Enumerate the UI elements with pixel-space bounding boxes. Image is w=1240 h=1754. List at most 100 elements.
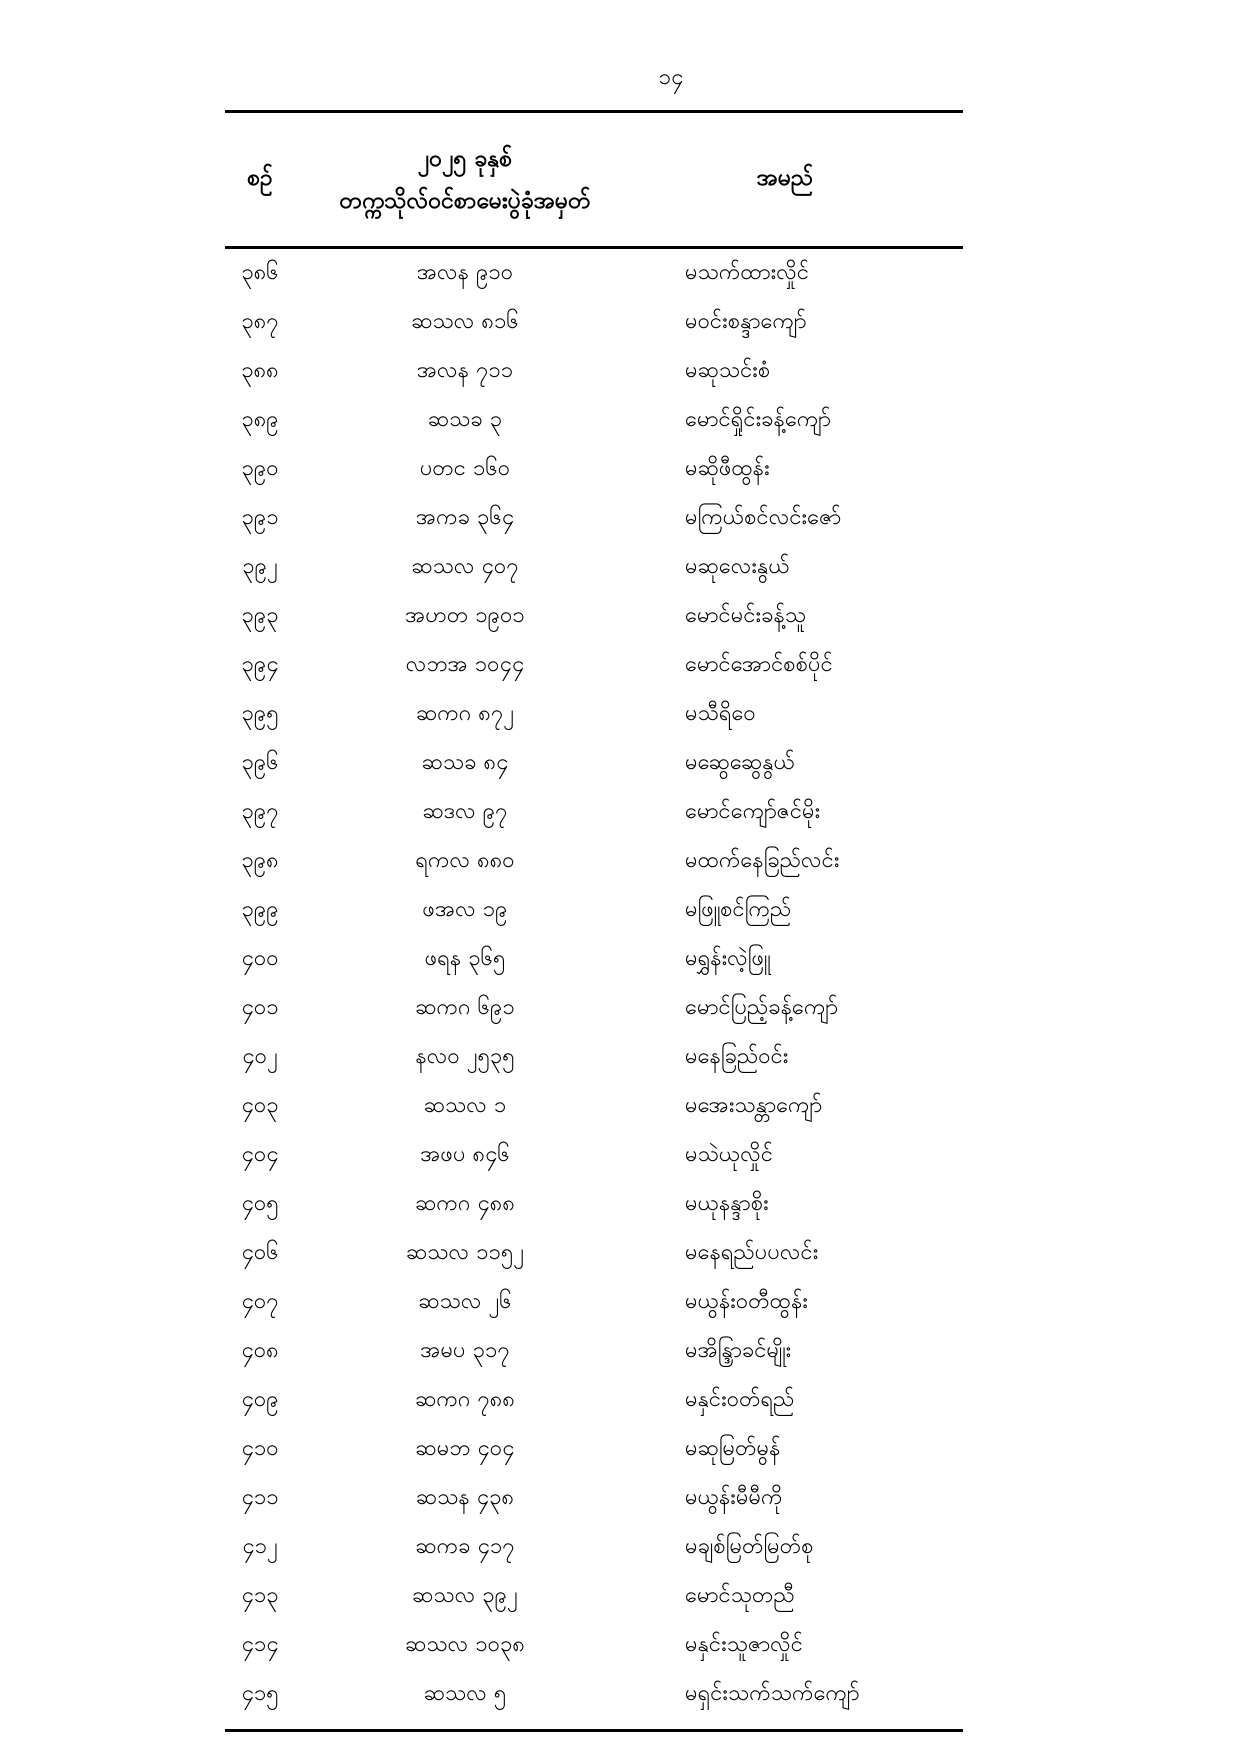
- roll-number-cell: အလန ၇၁၁: [416, 358, 514, 383]
- roll-number-cell: လဘအ ၁၀၄၄: [405, 652, 525, 677]
- table-row: ၄၀၄ အဖပ ၈၄၆ မသဲယုလှိုင်: [225, 1131, 963, 1180]
- serial-cell: ၄၀၆: [241, 1240, 279, 1265]
- table-row: ၃၉၀ ပတင ၁၆၀ မဆိုဖီထွန်း: [225, 445, 963, 494]
- serial-cell: ၄၀၉: [241, 1387, 279, 1412]
- page-number: ၁၄: [658, 65, 684, 90]
- table-row: ၄၀၇ ဆသလ ၂၆ မယွန်းဝတီထွန်း: [225, 1278, 963, 1327]
- serial-cell: ၃၈၇: [241, 309, 279, 334]
- table-row: ၄၀၅ ဆကဂ ၄၈၈ မယုနန္ဒာစိုး: [225, 1180, 963, 1229]
- roll-number-cell: အဟတ ၁၉၀၁: [405, 603, 525, 628]
- serial-cell: ၃၉၁: [241, 505, 279, 530]
- table-row: ၃၉၉ ဖအလ ၁၉ မဖြူစင်ကြည်: [225, 886, 963, 935]
- table-row: ၃၈၉ ဆသခ ၃ မောင်ရှိုင်းခန့်ကျော်: [225, 396, 963, 445]
- name-cell: မောင်ပြည့်ခန့်ကျော်: [685, 995, 839, 1020]
- serial-cell: ၃၉၀: [241, 456, 279, 481]
- name-cell: မဆိုဖီထွန်း: [685, 456, 770, 481]
- table-row: ၄၁၁ ဆသန ၄၃၈ မယွန်းမီမီကို: [225, 1474, 963, 1523]
- table-row: ၃၈၈ အလန ၇၁၁ မဆုသင်းစံ: [225, 347, 963, 396]
- column-header-roll-year: ၂၀၂၅ ခုနှစ်: [417, 145, 513, 172]
- serial-cell: ၄၀၇: [241, 1289, 279, 1314]
- name-cell: မရွှန်းလဲ့ဖြူ: [685, 946, 771, 971]
- table-row: ၃၉၃ အဟတ ၁၉၀၁ မောင်မင်းခန့်သူ: [225, 592, 963, 641]
- roll-number-cell: ဆဒလ ၉၇: [422, 799, 508, 824]
- column-header-serial: စဉ်: [247, 164, 273, 191]
- serial-cell: ၃၉၅: [241, 701, 279, 726]
- serial-cell: ၄၁၃: [241, 1583, 279, 1608]
- roll-number-cell: ဆသလ ၅: [423, 1681, 507, 1706]
- table-row: ၄၁၀ ဆမဘ ၄၀၄ မဆုမြတ်မွန်: [225, 1425, 963, 1474]
- roll-number-cell: ဖရန ၃၆၅: [424, 946, 506, 971]
- name-cell: မယုနန္ဒာစိုး: [685, 1191, 769, 1216]
- serial-cell: ၄၁၁: [241, 1485, 279, 1510]
- roll-number-cell: ပတင ၁၆၀: [419, 456, 511, 481]
- name-cell: မသဲယုလှိုင်: [685, 1142, 774, 1167]
- serial-cell: ၃၉၆: [241, 750, 279, 775]
- roll-number-cell: ဆကဂ ၈၇၂: [415, 701, 515, 726]
- serial-cell: ၄၀၃: [241, 1093, 279, 1118]
- serial-cell: ၃၈၈: [241, 358, 279, 383]
- column-header-roll: ၂၀၂၅ ခုနှစ် တက္ကသိုလ်ဝင်စာမေးပွဲခုံအမှတ်: [295, 113, 635, 246]
- table-row: ၄၀၈ အမပ ၃၁၇ မအိန္ဒြာခင်မျိုး: [225, 1327, 963, 1376]
- name-cell: မနှင်းသူဇာလှိုင်: [685, 1632, 803, 1657]
- table-row: ၃၉၂ ဆသလ ၄၀၇ မဆုလေးနွယ်: [225, 543, 963, 592]
- roll-number-cell: ဆကဂ ၇၈၈: [415, 1387, 515, 1412]
- serial-cell: ၄၀၀: [241, 946, 279, 971]
- name-cell: မဆုသင်းစံ: [685, 358, 771, 383]
- name-cell: မနေခြည်ဝင်း: [685, 1044, 789, 1069]
- name-cell: မယွန်းမီမီကို: [685, 1485, 783, 1510]
- roll-number-cell: ဆသလ ၁: [423, 1093, 507, 1118]
- name-cell: မချစ်မြတ်မြတ်စု: [685, 1534, 814, 1559]
- name-cell: မဝင်းစန္ဒာကျော်: [685, 309, 807, 334]
- table-row: ၃၉၈ ရကလ ၈၈၀ မထက်နေခြည်လင်း: [225, 837, 963, 886]
- name-cell: မရှင်းသက်သက်ကျော်: [685, 1681, 860, 1706]
- name-cell: မကြယ်စင်လင်းဇော်: [685, 505, 842, 530]
- roll-number-cell: ဆသလ ၂၆: [418, 1289, 512, 1314]
- table-row: ၄၁၄ ဆသလ ၁၀၃၈ မနှင်းသူဇာလှိုင်: [225, 1621, 963, 1670]
- name-cell: မနေရည်ပပလင်း: [685, 1240, 819, 1265]
- table-row: ၄၀၉ ဆကဂ ၇၈၈ မနှင်းဝတ်ရည်: [225, 1376, 963, 1425]
- table-row: ၄၀၃ ဆသလ ၁ မအေးသန္တာကျော်: [225, 1082, 963, 1131]
- name-cell: မဆုမြတ်မွန်: [685, 1436, 781, 1461]
- table-row: ၃၉၆ ဆသခ ၈၄ မဆွေဆွေနွယ်: [225, 739, 963, 788]
- roll-number-cell: ဆကခ ၄၁၇: [415, 1534, 515, 1559]
- serial-cell: ၄၀၅: [241, 1191, 279, 1216]
- roll-number-cell: ဆသလ ၄၀၇: [411, 554, 519, 579]
- roll-number-cell: ဖအလ ၁၉: [422, 897, 508, 922]
- serial-cell: ၄၁၄: [241, 1632, 279, 1657]
- table-row: ၄၀၀ ဖရန ၃၆၅ မရွှန်းလဲ့ဖြူ: [225, 935, 963, 984]
- table-header-rule: [225, 246, 963, 249]
- serial-cell: ၄၀၄: [241, 1142, 279, 1167]
- serial-cell: ၄၁၅: [241, 1681, 279, 1706]
- serial-cell: ၃၉၈: [241, 848, 279, 873]
- table-row: ၃၉၄ လဘအ ၁၀၄၄ မောင်အောင်စစ်ပိုင်: [225, 641, 963, 690]
- roll-number-cell: ဆကဂ ၄၈၈: [415, 1191, 515, 1216]
- table-body: ၃၈၆ အလန ၉၁၀ မသက်ထားလှိုင် ၃၈၇ ဆသလ ၈၁၆ မဝင်းစန…: [225, 249, 963, 1719]
- serial-cell: ၃၉၄: [241, 652, 279, 677]
- column-header-roll-label: တက္ကသိုလ်ဝင်စာမေးပွဲခုံအမှတ်: [339, 187, 591, 214]
- roll-number-cell: ဆသခ ၈၄: [421, 750, 509, 775]
- roll-number-cell: အလန ၉၁၀: [416, 260, 514, 285]
- table-row: ၃၉၁ အကခ ၃၆၄ မကြယ်စင်လင်းဇော်: [225, 494, 963, 543]
- name-cell: မောင်ကျော်ဇင်မိုး: [685, 799, 821, 824]
- name-cell: မယွန်းဝတီထွန်း: [685, 1289, 808, 1314]
- table-row: ၄၁၂ ဆကခ ၄၁၇ မချစ်မြတ်မြတ်စု: [225, 1523, 963, 1572]
- table-row: ၃၉၅ ဆကဂ ၈၇၂ မသီရိဝေ: [225, 690, 963, 739]
- roll-number-cell: အမပ ၃၁၇: [420, 1338, 510, 1363]
- roll-number-cell: ရကလ ၈၈၀: [415, 848, 515, 873]
- name-cell: မောင်သုတညီ: [685, 1583, 795, 1608]
- name-cell: မသီရိဝေ: [685, 701, 756, 726]
- name-cell: မဖြူစင်ကြည်: [685, 897, 792, 922]
- serial-cell: ၄၁၀: [241, 1436, 279, 1461]
- roll-number-cell: ဆသလ ၃၉၂: [412, 1583, 518, 1608]
- table-top-rule: [225, 110, 963, 113]
- table-row: ၄၀၁ ဆကဂ ၆၉၁ မောင်ပြည့်ခန့်ကျော်: [225, 984, 963, 1033]
- roll-number-cell: နလဝ ၂၅၃၅: [415, 1044, 515, 1069]
- roll-number-cell: အဖပ ၈၄၆: [420, 1142, 510, 1167]
- name-cell: မောင်အောင်စစ်ပိုင်: [685, 652, 833, 677]
- table-row: ၃၉၇ ဆဒလ ၉၇ မောင်ကျော်ဇင်မိုး: [225, 788, 963, 837]
- name-cell: မဆုလေးနွယ်: [685, 554, 790, 579]
- name-cell: မထက်နေခြည်လင်း: [685, 848, 840, 873]
- column-header-name: အမည်: [756, 164, 814, 191]
- roll-number-cell: ဆမဘ ၄၀၄: [415, 1436, 515, 1461]
